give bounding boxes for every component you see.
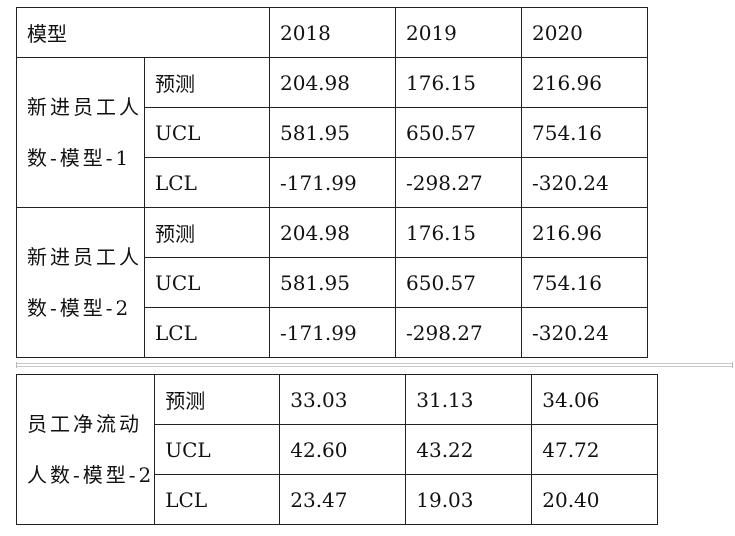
table-row: LCL -171.99 -298.27 -320.24 [17, 307, 648, 358]
row-label-cell: LCL [144, 307, 270, 358]
value-cell: -320.24 [521, 157, 648, 208]
separator-tick [732, 362, 733, 368]
row-label-cell: LCL [144, 157, 270, 208]
table-row: 新进员工人数-模型-1 预测 204.98 176.15 216.96 [16, 57, 648, 208]
value-cell: -320.24 [521, 307, 648, 358]
row-label-cell: 预测 [154, 374, 281, 425]
value-cell: 42.60 [279, 424, 407, 475]
value-cell: 19.03 [405, 474, 533, 525]
forecast-table-bottom: 员工净流动人数-模型-2 预测 33.03 31.13 34.06 UCL 42… [15, 374, 659, 525]
table-row: 员工净流动人数-模型-2 预测 33.03 31.13 34.06 [15, 374, 659, 525]
value-cell: 204.98 [269, 57, 396, 108]
value-cell: 176.15 [395, 207, 522, 258]
table-row: UCL 581.95 650.57 754.16 [17, 257, 648, 308]
header-year-cell: 2019 [395, 7, 522, 58]
group-name-cell: 员工净流动人数-模型-2 [15, 374, 156, 525]
value-cell: 581.95 [269, 257, 396, 308]
value-cell: 33.03 [279, 374, 407, 425]
value-cell: 20.40 [531, 474, 659, 525]
value-cell: 176.15 [395, 57, 522, 108]
header-year-cell: 2018 [269, 7, 396, 58]
header-row: 模型 2018 2019 2020 [16, 7, 648, 58]
group-name-cell: 新进员工人数-模型-2 [16, 207, 145, 358]
table-row: LCL 23.47 19.03 20.40 [17, 474, 659, 525]
value-cell: 31.13 [405, 374, 533, 425]
row-label-cell: UCL [144, 107, 270, 158]
separator-line [16, 363, 733, 364]
group-name-cell: 新进员工人数-模型-1 [16, 57, 145, 208]
row-label-cell: UCL [154, 424, 281, 475]
row-label-cell: LCL [154, 474, 281, 525]
separator-tick [16, 362, 17, 368]
value-cell: 34.06 [531, 374, 659, 425]
group-name-line: 员工净流动 [27, 411, 142, 436]
row-label-cell: 预测 [144, 57, 270, 108]
separator-line [16, 366, 733, 367]
header-year-cell: 2020 [521, 7, 648, 58]
value-cell: 650.57 [395, 107, 522, 158]
group-name-line: 数-模型-1 [27, 145, 132, 170]
value-cell: 47.72 [531, 424, 659, 475]
value-cell: 43.22 [405, 424, 533, 475]
group-name-line: 新进员工人 [27, 94, 142, 119]
value-cell: 650.57 [395, 257, 522, 308]
value-cell: 216.96 [521, 207, 648, 258]
table-row: 新进员工人数-模型-2 预测 204.98 176.15 216.96 [16, 207, 648, 358]
group-name-line: 数-模型-2 [27, 295, 132, 320]
value-cell: 754.16 [521, 107, 648, 158]
table-row: UCL 42.60 43.22 47.72 [17, 424, 659, 475]
group-name-line: 新进员工人 [27, 244, 142, 269]
value-cell: -171.99 [269, 157, 396, 208]
forecast-table-top: 模型 2018 2019 2020 新进员工人数-模型-1 预测 204.98 … [16, 7, 648, 358]
value-cell: 216.96 [521, 57, 648, 108]
page-break-separator [0, 362, 735, 368]
value-cell: 204.98 [269, 207, 396, 258]
value-cell: -171.99 [269, 307, 396, 358]
header-model-cell: 模型 [16, 7, 270, 58]
row-label-cell: UCL [144, 257, 270, 308]
value-cell: 23.47 [279, 474, 407, 525]
value-cell: 754.16 [521, 257, 648, 308]
row-label-cell: 预测 [144, 207, 270, 258]
value-cell: -298.27 [395, 157, 522, 208]
value-cell: 581.95 [269, 107, 396, 158]
value-cell: -298.27 [395, 307, 522, 358]
group-name-line: 人数-模型-2 [27, 462, 155, 487]
